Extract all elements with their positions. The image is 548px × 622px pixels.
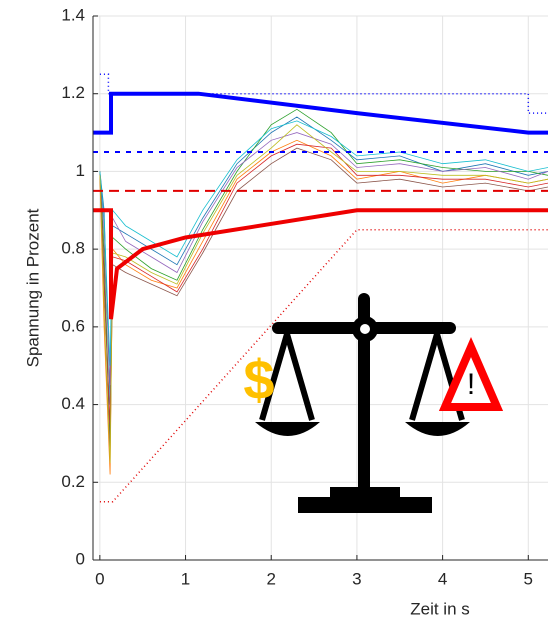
icon-base <box>298 497 432 513</box>
x-tick-label: 1 <box>181 569 190 588</box>
warning-triangle <box>438 336 504 411</box>
x-tick-label: 5 <box>524 569 533 588</box>
balance-icon: $ ! <box>243 293 504 513</box>
icon-strings <box>259 333 465 421</box>
x-axis-label: Zeit in s <box>410 599 470 618</box>
y-tick-label: 1.2 <box>61 83 85 102</box>
icon-base <box>330 487 400 499</box>
series-line <box>99 124 548 463</box>
x-tick-label: 0 <box>95 569 104 588</box>
x-tick-label: 3 <box>352 569 361 588</box>
icon-pivot-hole <box>360 324 370 334</box>
y-tick-label: 0 <box>76 549 85 568</box>
y-tick-label: 0.8 <box>61 239 85 258</box>
y-tick-label: 0.6 <box>61 316 85 335</box>
y-tick-label: 1.4 <box>61 5 85 24</box>
y-axis-label: Spannung in Prozent <box>23 208 42 367</box>
warning-mark: ! <box>467 368 475 401</box>
y-tick-label: 1 <box>76 161 85 180</box>
x-tick-label: 2 <box>266 569 275 588</box>
y-tick-label: 0.2 <box>61 472 85 491</box>
x-tick-label: 4 <box>438 569 447 588</box>
icon-pans <box>255 422 470 436</box>
series-line <box>93 208 548 320</box>
plot-area: 0 0.2 0.4 0.6 0.8 1 1.2 1.4 0 1 2 3 4 5 Zeit in s Spann… <box>23 5 548 618</box>
series-line <box>93 91 548 135</box>
icon-post <box>358 293 370 493</box>
y-tick-label: 0.4 <box>61 394 85 413</box>
dollar-sign: $ <box>243 348 274 411</box>
